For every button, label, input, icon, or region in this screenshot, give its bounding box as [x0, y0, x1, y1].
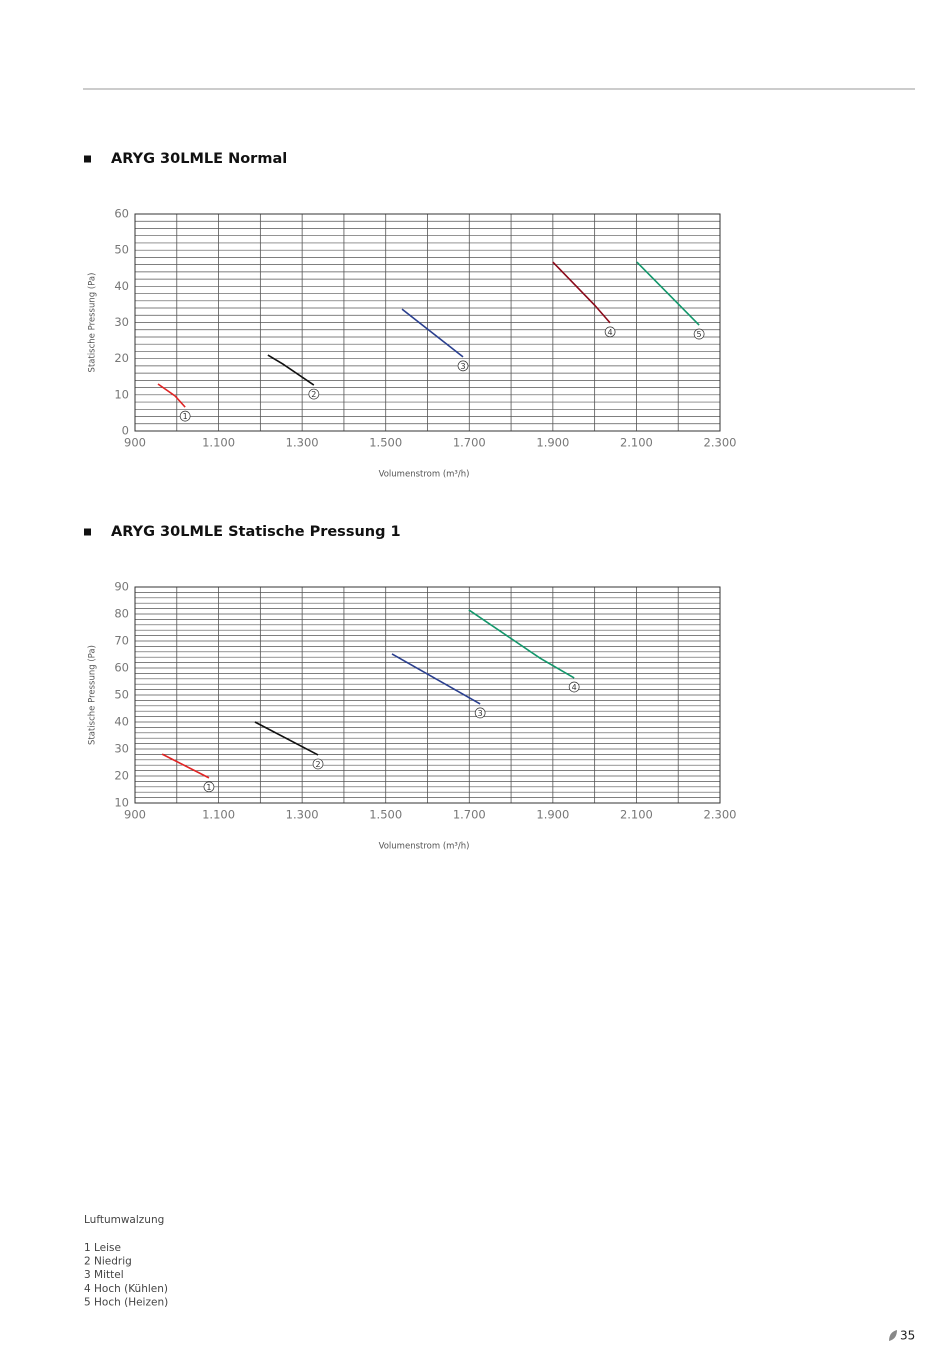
series-line	[267, 354, 315, 386]
series-label: 3	[460, 362, 465, 371]
x-tick-label: 1.500	[369, 808, 402, 822]
y-tick-label: 0	[122, 424, 129, 438]
note-item: 3 Mittel	[84, 1269, 124, 1281]
note-item: 5 Hoch (Heizen)	[84, 1296, 168, 1308]
series-marker-circle	[457, 360, 469, 372]
series-marker-circle	[568, 681, 580, 693]
series-line	[254, 721, 319, 756]
y-tick-label: 70	[114, 634, 129, 648]
series-line	[636, 261, 700, 326]
x-tick-label: 1.100	[202, 808, 235, 822]
y-tick-label: 80	[114, 607, 129, 621]
x-tick-label: 2.100	[620, 808, 653, 822]
y-tick-label: 60	[114, 661, 129, 675]
plot-frame	[134, 213, 721, 432]
leaf-icon	[889, 1330, 897, 1341]
series-label: 1	[183, 412, 188, 421]
series-label: 2	[311, 390, 316, 399]
y-tick-label: 40	[114, 715, 129, 729]
series-marker-circle	[308, 388, 320, 400]
y-tick-label: 60	[114, 207, 129, 221]
series-label: 2	[315, 760, 320, 769]
series-line	[401, 308, 464, 358]
series-line	[161, 753, 210, 779]
chart-title: ARYG 30LMLE Normal	[111, 151, 287, 167]
chart-title: ARYG 30LMLE Statische Pressung 1	[111, 524, 401, 540]
series-marker-circle	[474, 707, 486, 719]
x-tick-label: 900	[124, 436, 146, 450]
x-tick-label: 1.300	[286, 436, 319, 450]
note-item: 2 Niedrig	[84, 1256, 132, 1268]
x-axis-label: Volumenstrom (m³/h)	[379, 470, 470, 480]
y-tick-label: 40	[114, 279, 129, 293]
series-line	[157, 383, 186, 408]
x-tick-label: 1.300	[286, 808, 319, 822]
y-tick-label: 90	[114, 580, 129, 594]
series-label: 3	[478, 709, 483, 718]
series-marker-circle	[604, 326, 616, 338]
x-tick-label: 2.100	[620, 436, 653, 450]
series-marker-circle	[312, 758, 324, 770]
series-label: 4	[572, 683, 577, 692]
title-bullet	[84, 528, 91, 536]
series-line	[552, 261, 611, 324]
x-tick-label: 1.500	[369, 436, 402, 450]
y-tick-label: 30	[114, 315, 129, 329]
series-line	[468, 609, 575, 679]
x-tick-label: 900	[124, 808, 146, 822]
y-axis-label: Statische Pressung (Pa)	[88, 273, 98, 373]
note-item: 4 Hoch (Kühlen)	[84, 1283, 168, 1295]
notes-title: Luftumwalzung	[84, 1214, 164, 1226]
x-tick-label: 1.700	[453, 808, 486, 822]
x-tick-label: 2.300	[704, 436, 737, 450]
plot-frame	[134, 586, 721, 804]
y-tick-label: 50	[114, 243, 129, 257]
x-tick-label: 1.900	[536, 808, 569, 822]
note-item: 1 Leise	[84, 1242, 121, 1254]
x-tick-label: 1.700	[453, 436, 486, 450]
x-tick-label: 1.900	[536, 436, 569, 450]
series-marker-circle	[179, 410, 191, 422]
y-axis-label: Statische Pressung (Pa)	[88, 645, 98, 745]
series-label: 5	[697, 330, 702, 339]
series-marker-circle	[203, 781, 215, 793]
series-label: 4	[608, 328, 613, 337]
y-tick-label: 30	[114, 742, 129, 756]
series-line	[391, 653, 481, 705]
x-tick-label: 2.300	[704, 808, 737, 822]
title-bullet	[84, 155, 91, 163]
x-tick-label: 1.100	[202, 436, 235, 450]
series-label: 1	[206, 783, 211, 792]
y-tick-label: 50	[114, 688, 129, 702]
page-number: 35	[900, 1329, 915, 1343]
x-axis-label: Volumenstrom (m³/h)	[379, 842, 470, 852]
y-tick-label: 20	[114, 351, 129, 365]
y-tick-label: 20	[114, 769, 129, 783]
series-marker-circle	[693, 328, 705, 340]
y-tick-label: 10	[114, 387, 129, 401]
y-tick-label: 10	[114, 796, 129, 810]
